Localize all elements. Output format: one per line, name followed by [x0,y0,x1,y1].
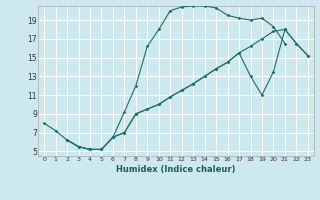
X-axis label: Humidex (Indice chaleur): Humidex (Indice chaleur) [116,165,236,174]
